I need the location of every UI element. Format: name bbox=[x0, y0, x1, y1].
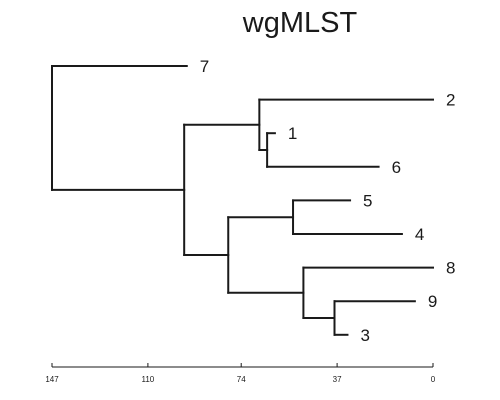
axis-tick-label: 147 bbox=[45, 375, 59, 384]
leaf-label-5: 5 bbox=[363, 191, 372, 210]
distance-axis: 147 110 74 37 0 bbox=[45, 363, 436, 384]
leaf-label-6: 6 bbox=[392, 158, 401, 177]
leaf-label-9: 9 bbox=[428, 292, 437, 311]
axis-tick-label: 74 bbox=[237, 375, 246, 384]
leaf-label-4: 4 bbox=[415, 225, 424, 244]
leaf-label-3: 3 bbox=[360, 326, 369, 345]
leaf-label-7: 7 bbox=[200, 57, 209, 76]
axis-tick-label: 0 bbox=[431, 375, 436, 384]
leaf-label-2: 2 bbox=[446, 91, 455, 110]
leaf-labels: 7 2 1 6 5 4 89 3 bbox=[200, 57, 456, 345]
dendrogram-branches bbox=[51, 65, 434, 336]
leaf-label-8: 8 bbox=[446, 259, 455, 278]
axis-tick-label: 37 bbox=[333, 375, 342, 384]
diagram-title: wgMLST bbox=[242, 7, 358, 39]
leaf-label-1: 1 bbox=[288, 124, 297, 143]
axis-ticks: 147 110 74 37 0 bbox=[45, 363, 436, 384]
axis-tick-label: 110 bbox=[142, 375, 155, 384]
